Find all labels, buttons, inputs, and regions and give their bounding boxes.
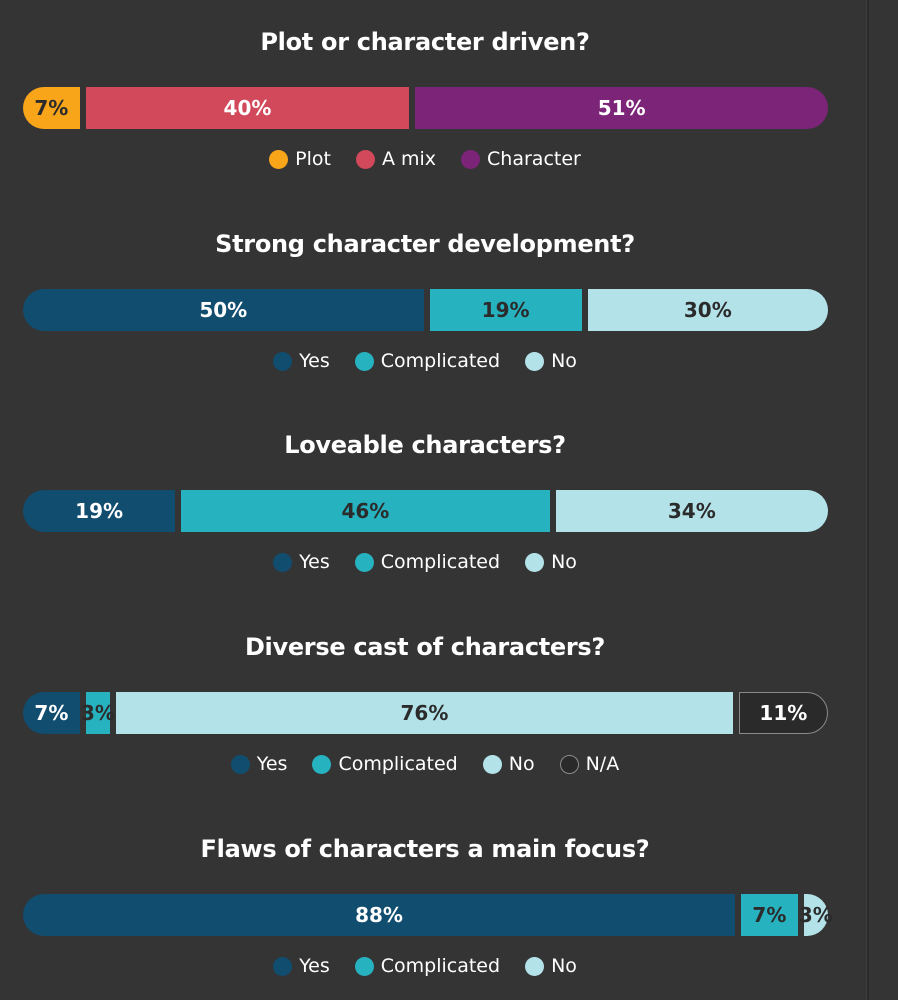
- legend-item: Yes: [273, 551, 330, 573]
- legend-swatch: [525, 351, 545, 371]
- legend-swatch: [230, 754, 250, 774]
- stacked-bar: 88% 7% 3%: [23, 894, 833, 936]
- bar-segment-character: 51%: [415, 87, 828, 129]
- legend-label: No: [551, 350, 577, 372]
- stacked-bar: 19% 46% 34%: [23, 490, 828, 532]
- legend-label: A mix: [381, 148, 437, 170]
- right-divider: [866, 0, 869, 1000]
- legend-item: No: [525, 955, 577, 977]
- chart-legend: Plot A mix Character: [0, 148, 850, 170]
- legend-label: No: [508, 753, 535, 775]
- legend-label: Complicated: [380, 955, 501, 977]
- bar-segment-no: 30%: [587, 289, 828, 331]
- bar-segment-yes: 88%: [23, 894, 736, 936]
- bar-segment-no: 34%: [555, 490, 828, 532]
- bar-segment-plot: 7%: [23, 87, 80, 129]
- legend-swatch: [354, 956, 374, 976]
- legend-label: Yes: [299, 551, 330, 573]
- legend-item: Yes: [230, 753, 288, 775]
- bar-segment-no: 3%: [799, 894, 833, 936]
- legend-item: A mix: [355, 148, 437, 170]
- legend-swatch: [269, 149, 289, 169]
- legend-label: No: [551, 551, 577, 573]
- legend-swatch: [482, 754, 502, 774]
- chart-legend: Yes Complicated No: [0, 350, 850, 372]
- legend-swatch: [525, 552, 545, 572]
- legend-item: Yes: [273, 955, 330, 977]
- legend-label: Complicated: [380, 551, 501, 573]
- legend-label: Yes: [256, 753, 288, 775]
- bar-segment-yes: 19%: [23, 490, 176, 532]
- legend-item: Complicated: [354, 551, 501, 573]
- stacked-bar: 50% 19% 30%: [23, 289, 828, 331]
- legend-swatch: [461, 149, 481, 169]
- bar-segment-no: 76%: [116, 692, 733, 734]
- stacked-bar: 7% 40% 51%: [23, 87, 828, 129]
- legend-label: No: [551, 955, 577, 977]
- legend-item: N/A: [559, 753, 620, 775]
- chart-title: Diverse cast of characters?: [244, 633, 606, 661]
- legend-item: Complicated: [354, 955, 501, 977]
- chart-title: Loveable characters?: [284, 431, 566, 459]
- bar-segment-complicated: 7%: [741, 894, 798, 936]
- bar-segment-a-mix: 40%: [85, 87, 410, 129]
- legend-item: No: [525, 350, 577, 372]
- legend-swatch: [354, 351, 374, 371]
- legend-swatch: [354, 552, 374, 572]
- legend-swatch: [312, 754, 332, 774]
- legend-label: Character: [487, 148, 581, 170]
- chart-title: Strong character development?: [215, 230, 635, 258]
- chart-legend: Yes Complicated No: [0, 551, 850, 573]
- legend-item: Plot: [269, 148, 331, 170]
- bar-segment-complicated: 46%: [181, 490, 550, 532]
- legend-item: No: [525, 551, 577, 573]
- legend-swatch: [559, 754, 579, 774]
- legend-label: Complicated: [338, 753, 458, 775]
- chart-legend: Yes Complicated No N/A: [0, 753, 850, 775]
- bar-segment-yes: 50%: [23, 289, 424, 331]
- chart-title: Flaws of characters a main focus?: [200, 835, 650, 863]
- bar-segment-yes: 7%: [23, 692, 80, 734]
- legend-swatch: [355, 149, 375, 169]
- legend-item: Yes: [273, 350, 330, 372]
- legend-label: Yes: [299, 350, 330, 372]
- legend-label: N/A: [585, 753, 620, 775]
- legend-swatch: [273, 956, 293, 976]
- legend-swatch: [273, 351, 293, 371]
- bar-segment-complicated: 3%: [81, 692, 115, 734]
- bar-segment-complicated: 19%: [429, 289, 582, 331]
- bar-segment-n-a: 11%: [738, 692, 828, 734]
- legend-item: Complicated: [354, 350, 501, 372]
- legend-swatch: [273, 552, 293, 572]
- legend-item: Character: [461, 148, 581, 170]
- legend-label: Complicated: [380, 350, 501, 372]
- legend-label: Yes: [299, 955, 330, 977]
- legend-label: Plot: [295, 148, 331, 170]
- chart-title: Plot or character driven?: [260, 28, 590, 56]
- stacked-bar: 7% 3% 76% 11%: [23, 692, 828, 734]
- legend-item: No: [482, 753, 535, 775]
- chart-legend: Yes Complicated No: [0, 955, 850, 977]
- legend-item: Complicated: [312, 753, 458, 775]
- legend-swatch: [525, 956, 545, 976]
